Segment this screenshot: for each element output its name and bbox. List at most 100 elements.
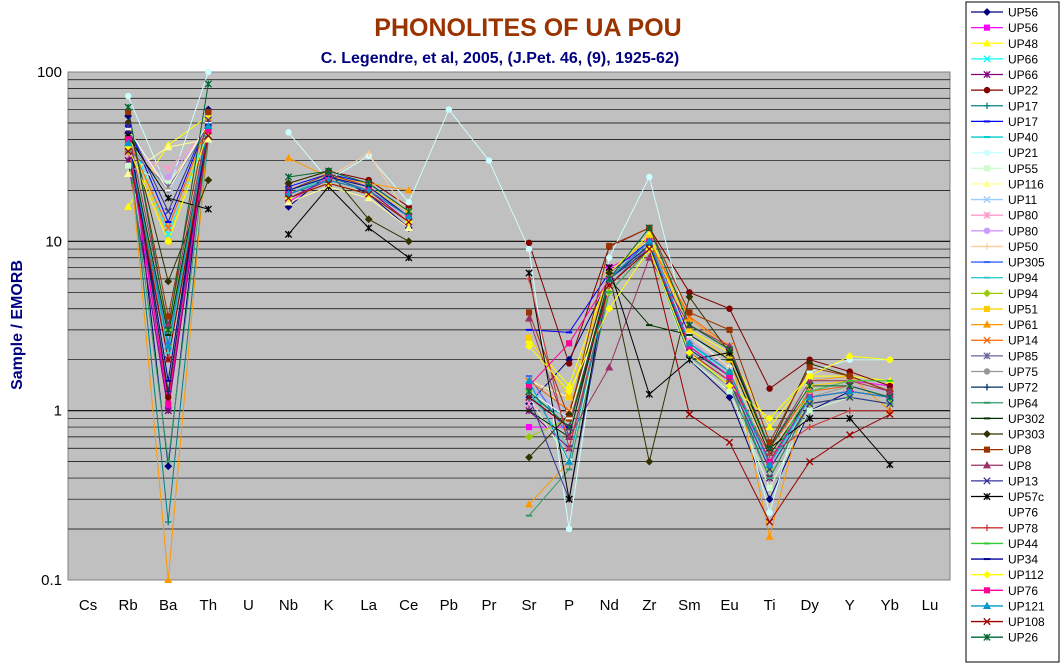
- data-point: [685, 356, 694, 364]
- legend-label: UP44: [1008, 537, 1038, 551]
- data-point: [164, 194, 172, 202]
- legend-item: UP76: [971, 584, 1038, 598]
- data-point: [806, 364, 813, 371]
- legend-label: UP80: [1008, 224, 1038, 238]
- legend-label: UP26: [1008, 631, 1038, 645]
- legend-marker: [982, 601, 992, 609]
- data-point: [645, 224, 653, 232]
- legend-marker: [983, 55, 991, 63]
- legend-marker: [983, 570, 991, 579]
- data-point: [324, 167, 333, 175]
- data-point: [164, 207, 172, 216]
- data-point: [806, 407, 813, 414]
- data-point: [886, 410, 894, 419]
- data-point: [365, 190, 373, 198]
- x-tick-label: Cs: [79, 597, 97, 614]
- legend-item: UP55: [971, 162, 1038, 176]
- data-point: [165, 394, 172, 401]
- data-point: [725, 382, 734, 390]
- legend-item: UP56: [971, 6, 1038, 20]
- legend-marker: [983, 24, 991, 31]
- data-point: [685, 321, 694, 329]
- data-point: [605, 304, 614, 313]
- data-point: [405, 207, 413, 216]
- plot-area: [67, 71, 951, 581]
- legend-marker: [982, 179, 992, 187]
- legend-label: UP11: [1008, 193, 1037, 207]
- data-point: [204, 80, 212, 88]
- data-point: [405, 199, 412, 206]
- legend-item: UP14: [971, 334, 1038, 348]
- legend-label: UP51: [1008, 302, 1038, 316]
- data-point: [404, 237, 413, 246]
- x-tick-label: Pr: [481, 597, 496, 614]
- data-point: [284, 153, 293, 162]
- data-point: [525, 342, 533, 351]
- legend-item: UP17: [971, 99, 1038, 113]
- data-point: [164, 164, 172, 172]
- x-tick-label: Ba: [159, 597, 178, 614]
- legend-marker: [983, 195, 991, 204]
- data-point: [805, 372, 814, 381]
- data-point: [806, 382, 814, 390]
- data-point: [566, 340, 573, 347]
- data-point: [645, 245, 653, 253]
- legend-item: UP21: [971, 146, 1038, 160]
- data-point: [124, 92, 132, 100]
- legend-item: UP305: [971, 256, 1045, 270]
- legend-label: UP302: [1008, 412, 1045, 426]
- data-point: [566, 394, 573, 401]
- legend-label: UP50: [1008, 240, 1038, 254]
- legend-item: UP75: [971, 365, 1038, 379]
- x-tick-label: Ce: [399, 597, 418, 614]
- data-point: [725, 367, 734, 375]
- legend-item: UP17: [971, 115, 1038, 129]
- legend-label: UP303: [1008, 428, 1045, 442]
- legend-marker: [982, 39, 992, 47]
- data-point: [565, 423, 573, 431]
- legend-marker: [983, 477, 991, 485]
- data-point: [725, 345, 734, 354]
- legend-marker: [983, 227, 991, 235]
- legend-label: UP56: [1008, 21, 1038, 35]
- grid: [68, 79, 950, 530]
- data-point: [565, 387, 574, 396]
- data-point: [606, 242, 613, 249]
- legend-marker: [983, 633, 991, 641]
- x-tick-label: Rb: [119, 597, 138, 614]
- x-tick-label: P: [564, 597, 574, 614]
- data-point: [124, 138, 133, 147]
- legend-marker: [983, 383, 991, 391]
- data-point: [164, 224, 172, 232]
- legend-item: UP51: [971, 302, 1038, 316]
- legend-marker: [983, 8, 991, 16]
- legend-label: UP64: [1008, 396, 1038, 410]
- x-tick-label: La: [360, 597, 377, 614]
- data-point: [204, 121, 213, 130]
- legend-item: UP13: [971, 474, 1038, 488]
- data-point: [165, 173, 172, 181]
- data-point: [525, 334, 533, 341]
- data-point: [525, 424, 533, 431]
- legend-item: UP61: [971, 318, 1038, 332]
- legend-marker: [983, 492, 991, 501]
- data-point: [846, 382, 854, 390]
- legend-label: UP17: [1008, 99, 1038, 113]
- legend-item: UP116: [971, 177, 1044, 191]
- data-point: [685, 339, 694, 347]
- data-point: [204, 132, 212, 140]
- data-point: [285, 129, 292, 136]
- data-point: [164, 356, 172, 364]
- legend-label: UP17: [1008, 115, 1038, 129]
- legend-item: UP85: [971, 349, 1038, 363]
- legend-label: UP55: [1008, 162, 1038, 176]
- legend-marker: [983, 289, 991, 298]
- data-point: [525, 269, 533, 277]
- data-point: [766, 385, 773, 392]
- data-point: [284, 202, 293, 211]
- data-point: [165, 388, 172, 395]
- legend-label: UP8: [1008, 459, 1032, 473]
- x-tick-labels: Cs Rb Ba Th U Nb K La Ce Pb Pr Sr P Nd Zr Sm Eu Ti Dy Y Yb Lu: [79, 597, 938, 614]
- data-point: [284, 230, 293, 238]
- data-point: [766, 451, 773, 458]
